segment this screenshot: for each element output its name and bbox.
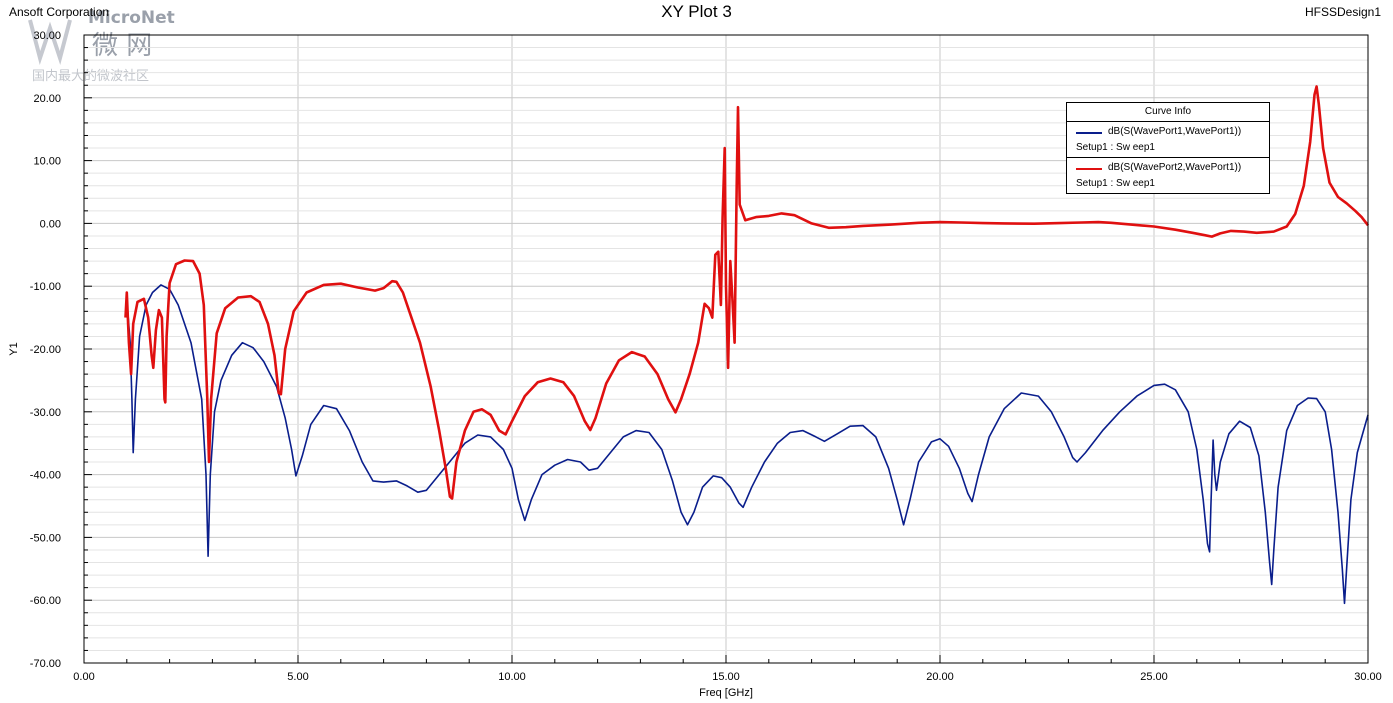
series-lines xyxy=(124,85,1370,605)
x-tick-label: 20.00 xyxy=(926,671,954,683)
micronet-logo-icon xyxy=(28,19,72,66)
x-tick-label: 25.00 xyxy=(1140,671,1168,683)
legend-title: Curve Info xyxy=(1067,103,1269,122)
legend-curve-name: dB(S(WavePort1,WavePort1)) xyxy=(1108,126,1242,137)
x-tick-label: 0.00 xyxy=(73,671,94,683)
legend-setup: Setup1 : Sw eep1 xyxy=(1076,142,1155,153)
y-tick-label: -30.00 xyxy=(30,407,61,419)
y-tick-label: 10.00 xyxy=(33,156,61,168)
legend-swatch xyxy=(1076,168,1102,170)
series-line xyxy=(126,284,1369,605)
plot-area-frame xyxy=(83,34,1369,664)
x-tick-label: 30.00 xyxy=(1354,671,1382,683)
y-tick-label: -40.00 xyxy=(30,470,61,482)
y-tick-label: -60.00 xyxy=(30,595,61,607)
y-tick-label: -70.00 xyxy=(30,658,61,670)
y-tick-label: 30.00 xyxy=(33,30,61,42)
y-tick-label: 20.00 xyxy=(33,93,61,105)
y-tick-label: -20.00 xyxy=(30,344,61,356)
legend-swatch xyxy=(1076,132,1102,134)
company-label: Ansoft Corporation xyxy=(9,5,110,19)
watermark: MicroNet 微 网 国内最大的微波社区 xyxy=(28,8,175,84)
x-tick-label: 10.00 xyxy=(498,671,526,683)
x-axis-label: Freq [GHz] xyxy=(699,687,753,699)
y-tick-label: -10.00 xyxy=(30,281,61,293)
watermark-brand: MicroNet xyxy=(88,8,175,28)
axis-ticks: 0.00 5.00 10.00 15.00 20.00 25.00 30.00 30.00 20… xyxy=(30,30,1382,683)
y-tick-label: 0.00 xyxy=(40,218,61,230)
x-tick-label: 5.00 xyxy=(287,671,308,683)
y-tick-label: -50.00 xyxy=(30,532,61,544)
x-tick-label: 15.00 xyxy=(712,671,740,683)
watermark-slogan: 国内最大的微波社区 xyxy=(32,68,149,84)
curve-info-legend[interactable]: Curve Info dB(S(WavePort1,WavePort1)) Se… xyxy=(1066,102,1270,194)
design-name: HFSSDesign1 xyxy=(1304,5,1381,19)
legend-entry[interactable]: dB(S(WavePort1,WavePort1)) Setup1 : Sw e… xyxy=(1067,122,1269,158)
y-axis-label: Y1 xyxy=(8,342,20,355)
series-line xyxy=(124,85,1370,500)
legend-setup: Setup1 : Sw eep1 xyxy=(1076,178,1155,189)
legend-entry[interactable]: dB(S(WavePort2,WavePort1)) Setup1 : Sw e… xyxy=(1067,158,1269,193)
legend-curve-name: dB(S(WavePort2,WavePort1)) xyxy=(1108,162,1242,173)
plot-title: XY Plot 3 xyxy=(661,2,732,21)
watermark-cn-name: 微 网 xyxy=(92,31,152,61)
